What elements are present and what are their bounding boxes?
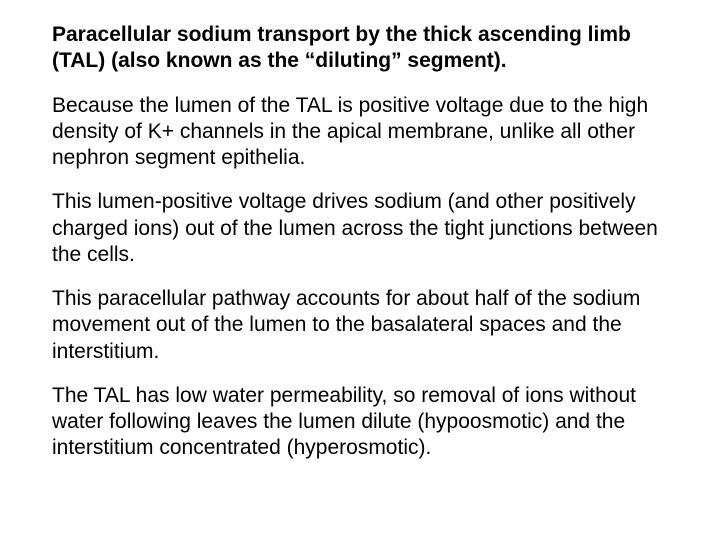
paragraph-1: Because the lumen of the TAL is positive… [52,93,668,172]
paragraph-3: This paracellular pathway accounts for a… [52,286,668,365]
paragraph-4: The TAL has low water permeability, so r… [52,383,668,462]
slide-title: Paracellular sodium transport by the thi… [52,22,668,75]
paragraph-2: This lumen-positive voltage drives sodiu… [52,189,668,268]
